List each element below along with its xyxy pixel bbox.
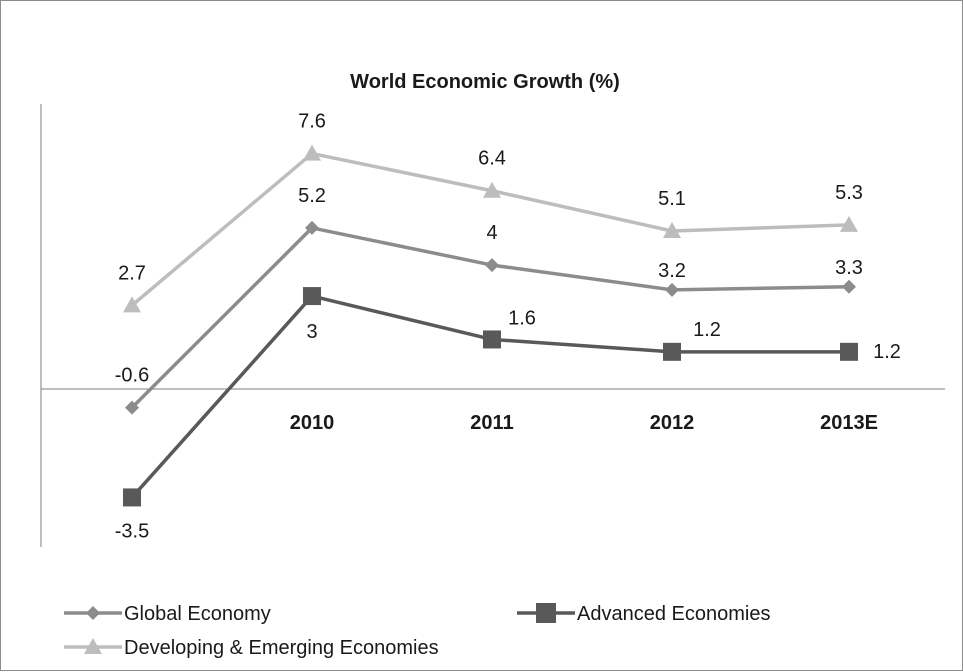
data-point-diamond xyxy=(485,258,499,273)
x-tick-label: 2013E xyxy=(820,412,878,434)
data-point-square xyxy=(123,488,141,507)
data-point-triangle xyxy=(663,222,681,239)
data-label: 5.2 xyxy=(298,185,326,207)
data-point-triangle xyxy=(483,181,501,198)
data-label: 6.4 xyxy=(478,148,506,170)
legend-marker-diamond xyxy=(86,606,100,620)
data-point-diamond xyxy=(305,220,319,235)
x-tick-label: 2011 xyxy=(470,412,513,434)
data-point-diamond xyxy=(125,400,139,415)
data-label: 5.1 xyxy=(658,188,686,210)
chart-title: World Economic Growth (%) xyxy=(350,71,620,93)
legend-marker-square xyxy=(536,603,556,623)
legend-marker-triangle xyxy=(84,638,102,654)
data-point-diamond xyxy=(842,279,856,294)
data-point-square xyxy=(840,342,858,361)
data-label: 3.2 xyxy=(658,260,686,282)
data-point-triangle xyxy=(840,215,858,232)
data-point-triangle xyxy=(123,296,141,313)
series-line-square xyxy=(130,294,849,499)
data-label: 7.6 xyxy=(298,111,326,133)
x-tick-label: 2010 xyxy=(290,412,335,434)
data-point-square xyxy=(663,342,681,361)
data-point-diamond xyxy=(665,282,679,297)
data-label: 3.3 xyxy=(835,257,863,279)
data-point-square xyxy=(303,287,321,306)
data-label: 4 xyxy=(486,222,497,244)
data-label: 5.3 xyxy=(835,182,863,204)
x-tick-label: 2012 xyxy=(650,412,695,434)
data-label: 3 xyxy=(306,321,317,343)
data-label: -3.5 xyxy=(115,520,149,542)
data-label: 2.7 xyxy=(118,262,146,284)
legend-label: Advanced Economies xyxy=(577,603,770,625)
data-point-square xyxy=(483,330,501,349)
data-label: 1.2 xyxy=(693,319,721,341)
legend-label: Global Economy xyxy=(124,603,271,625)
data-label: -0.6 xyxy=(115,365,149,387)
data-label: 1.6 xyxy=(508,307,536,329)
data-point-triangle xyxy=(303,144,321,161)
series-line-diamond xyxy=(130,226,850,409)
legend-label: Developing & Emerging Economies xyxy=(124,637,439,659)
data-label: 1.2 xyxy=(873,341,901,363)
